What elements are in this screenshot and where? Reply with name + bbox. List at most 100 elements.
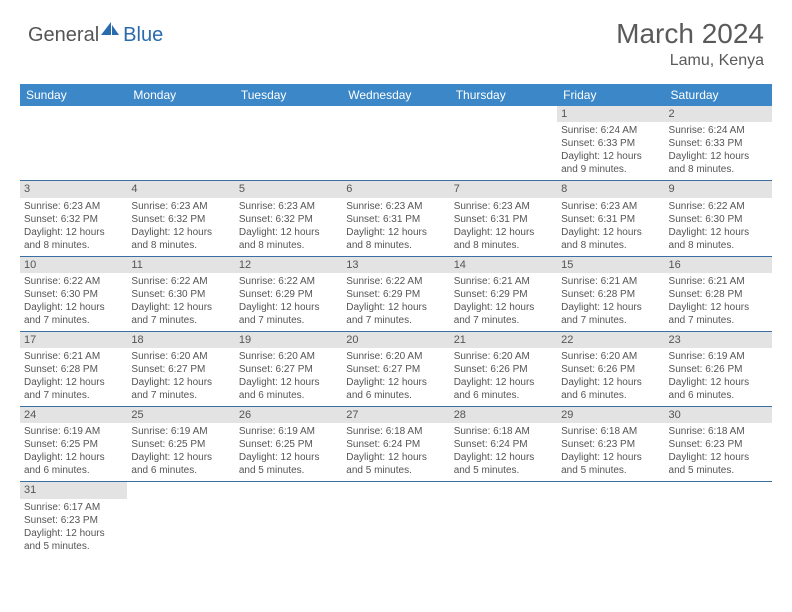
daylight-text: Daylight: 12 hours and 9 minutes. [561, 150, 660, 176]
sunrise-text: Sunrise: 6:23 AM [239, 200, 338, 213]
sunset-text: Sunset: 6:32 PM [131, 213, 230, 226]
sunset-text: Sunset: 6:31 PM [346, 213, 445, 226]
day-number: 11 [127, 257, 234, 273]
sunrise-text: Sunrise: 6:24 AM [561, 124, 660, 137]
calendar-cell: 4Sunrise: 6:23 AMSunset: 6:32 PMDaylight… [127, 181, 234, 256]
header: General Blue March 2024 Lamu, Kenya [0, 0, 792, 78]
sunrise-text: Sunrise: 6:21 AM [24, 350, 123, 363]
daylight-text: Daylight: 12 hours and 8 minutes. [454, 226, 553, 252]
title-block: March 2024 Lamu, Kenya [616, 18, 764, 70]
calendar-cell: 16Sunrise: 6:21 AMSunset: 6:28 PMDayligh… [665, 256, 772, 331]
sunset-text: Sunset: 6:23 PM [24, 514, 123, 527]
month-title: March 2024 [616, 18, 764, 50]
day-number: 24 [20, 407, 127, 423]
daylight-text: Daylight: 12 hours and 6 minutes. [346, 376, 445, 402]
day-header: Thursday [450, 84, 557, 106]
sunset-text: Sunset: 6:23 PM [561, 438, 660, 451]
sunrise-text: Sunrise: 6:18 AM [561, 425, 660, 438]
logo: General Blue [28, 18, 163, 47]
day-number: 26 [235, 407, 342, 423]
day-number: 4 [127, 181, 234, 197]
calendar-cell: 27Sunrise: 6:18 AMSunset: 6:24 PMDayligh… [342, 407, 449, 482]
calendar-cell [450, 482, 557, 557]
daylight-text: Daylight: 12 hours and 8 minutes. [239, 226, 338, 252]
calendar-cell: 25Sunrise: 6:19 AMSunset: 6:25 PMDayligh… [127, 407, 234, 482]
day-number: 25 [127, 407, 234, 423]
calendar-cell: 13Sunrise: 6:22 AMSunset: 6:29 PMDayligh… [342, 256, 449, 331]
day-number: 8 [557, 181, 664, 197]
daylight-text: Daylight: 12 hours and 5 minutes. [24, 527, 123, 553]
sunrise-text: Sunrise: 6:18 AM [669, 425, 768, 438]
day-number: 20 [342, 332, 449, 348]
day-number: 22 [557, 332, 664, 348]
sunset-text: Sunset: 6:29 PM [454, 288, 553, 301]
day-number: 1 [557, 106, 664, 122]
daylight-text: Daylight: 12 hours and 5 minutes. [346, 451, 445, 477]
daylight-text: Daylight: 12 hours and 8 minutes. [24, 226, 123, 252]
sunset-text: Sunset: 6:29 PM [346, 288, 445, 301]
sunrise-text: Sunrise: 6:23 AM [454, 200, 553, 213]
day-number: 6 [342, 181, 449, 197]
sunset-text: Sunset: 6:31 PM [561, 213, 660, 226]
sunset-text: Sunset: 6:27 PM [131, 363, 230, 376]
calendar-cell: 26Sunrise: 6:19 AMSunset: 6:25 PMDayligh… [235, 407, 342, 482]
calendar-cell: 31Sunrise: 6:17 AMSunset: 6:23 PMDayligh… [20, 482, 127, 557]
day-number: 29 [557, 407, 664, 423]
calendar-cell [235, 106, 342, 181]
calendar-cell: 29Sunrise: 6:18 AMSunset: 6:23 PMDayligh… [557, 407, 664, 482]
calendar-cell: 22Sunrise: 6:20 AMSunset: 6:26 PMDayligh… [557, 331, 664, 406]
calendar-cell: 2Sunrise: 6:24 AMSunset: 6:33 PMDaylight… [665, 106, 772, 181]
day-header: Friday [557, 84, 664, 106]
sunrise-text: Sunrise: 6:21 AM [454, 275, 553, 288]
daylight-text: Daylight: 12 hours and 8 minutes. [669, 226, 768, 252]
sunrise-text: Sunrise: 6:23 AM [24, 200, 123, 213]
sunset-text: Sunset: 6:24 PM [454, 438, 553, 451]
daylight-text: Daylight: 12 hours and 8 minutes. [561, 226, 660, 252]
daylight-text: Daylight: 12 hours and 6 minutes. [239, 376, 338, 402]
daylight-text: Daylight: 12 hours and 5 minutes. [669, 451, 768, 477]
calendar-table: SundayMondayTuesdayWednesdayThursdayFrid… [20, 84, 772, 557]
day-number: 7 [450, 181, 557, 197]
sunset-text: Sunset: 6:32 PM [24, 213, 123, 226]
sunrise-text: Sunrise: 6:23 AM [561, 200, 660, 213]
daylight-text: Daylight: 12 hours and 6 minutes. [669, 376, 768, 402]
calendar-cell [450, 106, 557, 181]
daylight-text: Daylight: 12 hours and 5 minutes. [454, 451, 553, 477]
sunset-text: Sunset: 6:27 PM [239, 363, 338, 376]
sunrise-text: Sunrise: 6:20 AM [454, 350, 553, 363]
day-number: 30 [665, 407, 772, 423]
daylight-text: Daylight: 12 hours and 6 minutes. [131, 451, 230, 477]
daylight-text: Daylight: 12 hours and 7 minutes. [131, 301, 230, 327]
calendar-week: 3Sunrise: 6:23 AMSunset: 6:32 PMDaylight… [20, 181, 772, 256]
sunset-text: Sunset: 6:25 PM [131, 438, 230, 451]
daylight-text: Daylight: 12 hours and 6 minutes. [454, 376, 553, 402]
day-header: Sunday [20, 84, 127, 106]
day-number: 3 [20, 181, 127, 197]
daylight-text: Daylight: 12 hours and 6 minutes. [24, 451, 123, 477]
calendar-cell: 14Sunrise: 6:21 AMSunset: 6:29 PMDayligh… [450, 256, 557, 331]
calendar-cell: 12Sunrise: 6:22 AMSunset: 6:29 PMDayligh… [235, 256, 342, 331]
sunrise-text: Sunrise: 6:17 AM [24, 501, 123, 514]
calendar-cell: 8 Sunrise: 6:23 AMSunset: 6:31 PMDaylight… [557, 181, 664, 256]
sunrise-text: Sunrise: 6:20 AM [346, 350, 445, 363]
sunrise-text: Sunrise: 6:20 AM [561, 350, 660, 363]
sunrise-text: Sunrise: 6:22 AM [346, 275, 445, 288]
calendar-cell [235, 482, 342, 557]
sunrise-text: Sunrise: 6:19 AM [669, 350, 768, 363]
sunrise-text: Sunrise: 6:23 AM [346, 200, 445, 213]
sunset-text: Sunset: 6:32 PM [239, 213, 338, 226]
sunrise-text: Sunrise: 6:22 AM [239, 275, 338, 288]
calendar-cell [665, 482, 772, 557]
sunset-text: Sunset: 6:33 PM [561, 137, 660, 150]
logo-text-blue: Blue [123, 24, 163, 47]
calendar-week: 1 Sunrise: 6:24 AMSunset: 6:33 PMDaylight… [20, 106, 772, 181]
sunrise-text: Sunrise: 6:22 AM [24, 275, 123, 288]
day-number: 23 [665, 332, 772, 348]
calendar-week: 10Sunrise: 6:22 AMSunset: 6:30 PMDayligh… [20, 256, 772, 331]
sunset-text: Sunset: 6:23 PM [669, 438, 768, 451]
calendar-week: 24Sunrise: 6:19 AMSunset: 6:25 PMDayligh… [20, 407, 772, 482]
sunrise-text: Sunrise: 6:22 AM [669, 200, 768, 213]
day-header: Saturday [665, 84, 772, 106]
sunrise-text: Sunrise: 6:19 AM [239, 425, 338, 438]
calendar-cell: 3 Sunrise: 6:23 AMSunset: 6:32 PMDaylight… [20, 181, 127, 256]
